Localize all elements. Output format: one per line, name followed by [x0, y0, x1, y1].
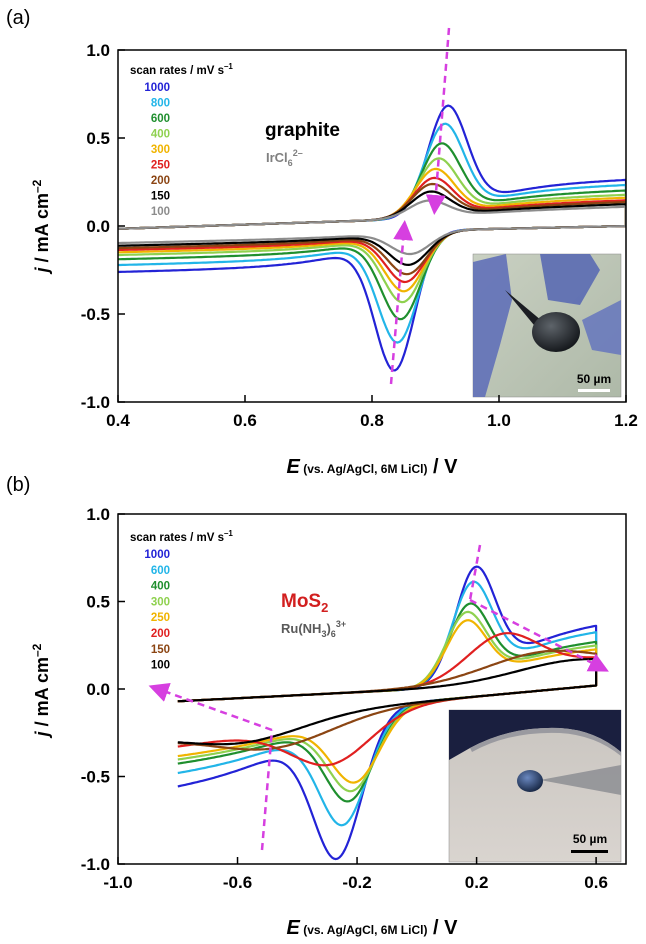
panel-a-curves: [118, 104, 626, 372]
legend-entry-b-150: 150: [151, 644, 170, 656]
panel-b-inset-image: 50 µm: [448, 709, 622, 863]
panel-b-legend-title: scan rates / mV s–1: [130, 529, 233, 544]
panel-b-redox-species: Ru(NH3)63+: [281, 619, 346, 639]
panel-a-scale-label: 50 µm: [577, 372, 611, 386]
panel-a-inset-image: 50 µm: [472, 253, 622, 398]
panel-a-scale-bar: [578, 389, 610, 392]
y-tick-label: 0.0: [86, 680, 110, 699]
x-tick-label: -0.2: [342, 873, 371, 892]
y-tick-label: -0.5: [81, 305, 110, 324]
x-tick-label: 1.0: [487, 411, 511, 430]
panel-b-material-label: MoS2: [281, 591, 328, 615]
legend-entry-a-1000: 1000: [144, 82, 170, 94]
panel-b-scale-label: 50 µm: [573, 832, 607, 846]
legend-entry-b-400: 400: [151, 581, 170, 593]
panel-b-ticks: -1.0 -0.6 -0.2 0.2 0.6 1.0 0.5 0.0 -0.5 -1.0: [81, 505, 608, 892]
legend-entry-a-400: 400: [151, 129, 170, 141]
legend-entry-b-300: 300: [151, 596, 170, 608]
y-tick-label: -1.0: [81, 393, 110, 412]
panel-b: (b) 50 µm -1.0 -0.6 -0.2 0.2 0.6 1.0 0.5 0.0 -0.…: [6, 474, 627, 939]
y-tick-label: -0.5: [81, 768, 110, 787]
x-tick-label: -1.0: [103, 873, 132, 892]
panel-b-legend: scan rates / mV s–1 1000 600 400 300 250 200 1…: [130, 529, 233, 672]
x-tick-label: 0.4: [106, 411, 130, 430]
y-tick-label: 0.5: [86, 129, 110, 148]
panel-a-ticks: 0.4 0.6 0.8 1.0 1.2 1.0 0.5 0.0 -0.5 -1.0: [81, 41, 638, 430]
panel-b-x-axis-title: E (vs. Ag/AgCl, 6M LiCl) / V: [287, 917, 459, 939]
x-tick-label: 0.6: [233, 411, 257, 430]
panel-b-peak-trend-arrows: [148, 544, 609, 851]
legend-entry-a-800: 800: [151, 98, 170, 110]
legend-entry-a-600: 600: [151, 113, 170, 125]
x-tick-label: 0.6: [584, 873, 608, 892]
legend-entry-b-1000: 1000: [144, 549, 170, 561]
panel-a-x-axis-title: E (vs. Ag/AgCl, 6M LiCl) / V: [287, 456, 459, 478]
legend-entry-b-600: 600: [151, 565, 170, 577]
y-tick-label: 0.0: [86, 217, 110, 236]
x-tick-label: -0.6: [223, 873, 252, 892]
y-tick-label: 1.0: [86, 505, 110, 524]
series-line-a-100: [118, 199, 626, 256]
legend-entry-a-300: 300: [151, 144, 170, 156]
legend-entry-b-100: 100: [151, 660, 170, 672]
panel-a-label: (a): [6, 7, 30, 29]
panel-a: (a) 50 µm 0.4 0.6 0.8 1.0 1.2 1.0 0.5 0.0 -0.5 -1…: [6, 7, 638, 478]
legend-entry-a-200: 200: [151, 175, 170, 187]
series-line-b-100: [177, 658, 598, 746]
panel-a-y-axis-title: j / mA cm–2: [30, 179, 52, 274]
panel-b-scale-bar: [571, 850, 608, 853]
panel-b-label: (b): [6, 474, 30, 496]
panel-a-material-label: graphite: [265, 120, 340, 141]
x-tick-label: 0.2: [465, 873, 489, 892]
panel-a-legend-title: scan rates / mV s–1: [130, 62, 233, 77]
x-tick-label: 0.8: [360, 411, 384, 430]
legend-entry-a-250: 250: [151, 160, 170, 172]
panel-a-redox-species: IrCl62–: [266, 148, 303, 168]
y-tick-label: 0.5: [86, 593, 110, 612]
legend-entry-b-200: 200: [151, 628, 170, 640]
panel-a-legend: scan rates / mV s–1 1000 800 600 400 300 250 2…: [130, 62, 233, 218]
panel-b-y-axis-title: j / mA cm–2: [30, 643, 52, 738]
y-tick-label: -1.0: [81, 855, 110, 874]
x-tick-label: 1.2: [614, 411, 638, 430]
y-tick-label: 1.0: [86, 41, 110, 60]
legend-entry-a-150: 150: [151, 191, 170, 203]
legend-entry-a-100: 100: [151, 206, 170, 218]
panel-a-peak-trend-arrows: [389, 27, 451, 385]
legend-entry-b-250: 250: [151, 612, 170, 624]
